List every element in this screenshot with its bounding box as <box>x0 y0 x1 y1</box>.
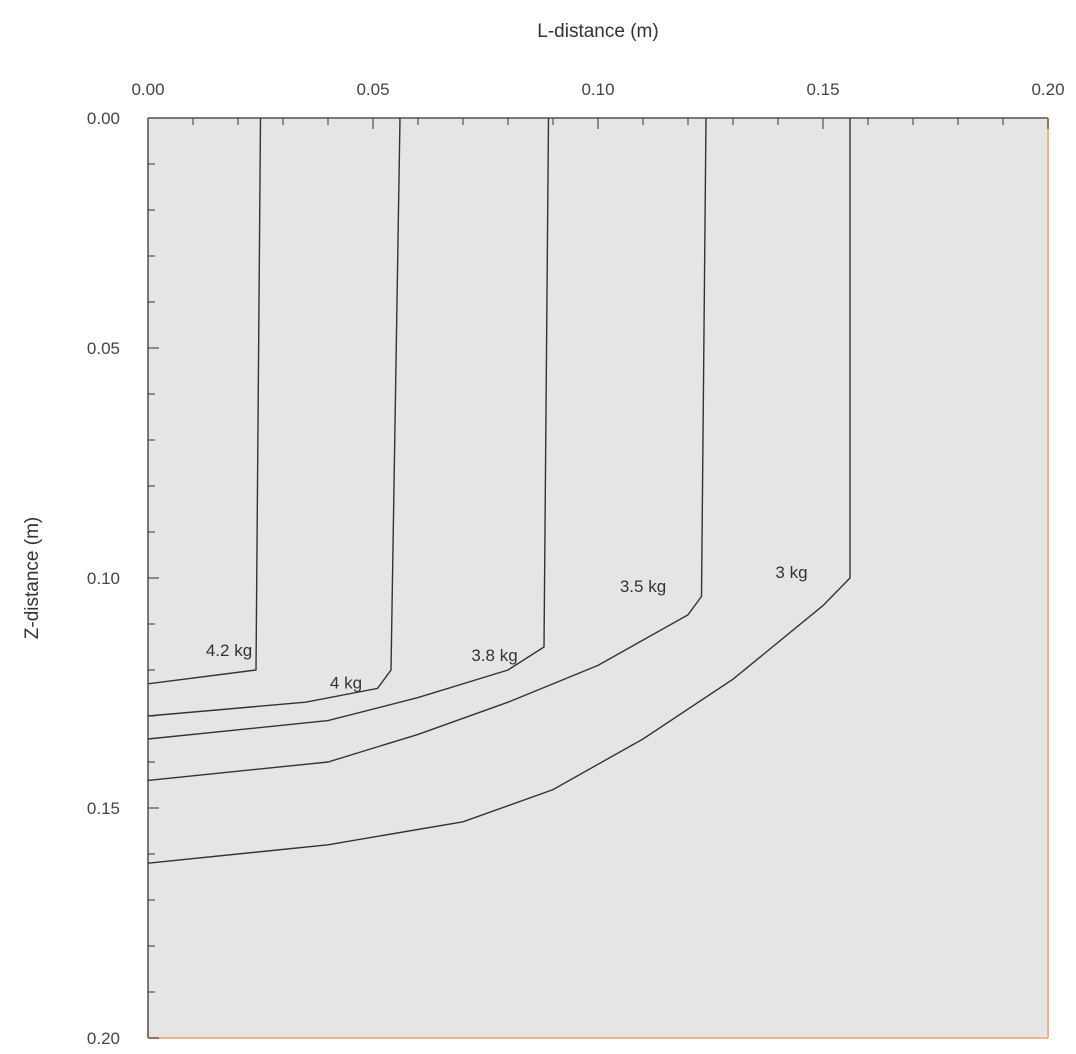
plot-area <box>148 118 1048 1038</box>
contour-label-4: 3.5 kg <box>620 577 666 596</box>
contour-label-2: 4 kg <box>330 673 362 692</box>
y-axis-ticks: 0.00 0.05 0.10 0.15 0.20 <box>87 109 159 1048</box>
x-tick-label: 0.05 <box>356 80 389 99</box>
y-axis-title: Z-distance (m) <box>22 517 43 639</box>
x-tick-label: 0.00 <box>131 80 164 99</box>
contour-line-4 <box>147 117 707 782</box>
y-tick-label: 0.10 <box>87 569 120 588</box>
x-tick-label: 0.10 <box>581 80 614 99</box>
contour-label-3: 3.8 kg <box>471 646 517 665</box>
contour-line-3 <box>147 117 550 740</box>
y-tick-label: 0.15 <box>87 799 120 818</box>
contour-line-1 <box>147 117 262 685</box>
y-tick-label: 0.20 <box>87 1029 120 1048</box>
contour-label-1: 4.2 kg <box>206 641 252 660</box>
contour-labels: 4.2 kg 4 kg 3.8 kg 3.5 kg 3 kg <box>206 563 808 692</box>
x-axis-ticks: 0.00 0.05 0.10 0.15 0.20 <box>131 80 1065 129</box>
y-tick-label: 0.05 <box>87 339 120 358</box>
contour-label-5: 3 kg <box>775 563 807 582</box>
contour-line-2 <box>147 117 401 717</box>
y-tick-label: 0.00 <box>87 109 120 128</box>
x-tick-label: 0.20 <box>1031 80 1064 99</box>
x-tick-label: 0.15 <box>806 80 839 99</box>
contour-line-5 <box>147 118 851 864</box>
contour-lines <box>147 117 851 864</box>
x-axis-title: L-distance (m) <box>537 21 658 42</box>
